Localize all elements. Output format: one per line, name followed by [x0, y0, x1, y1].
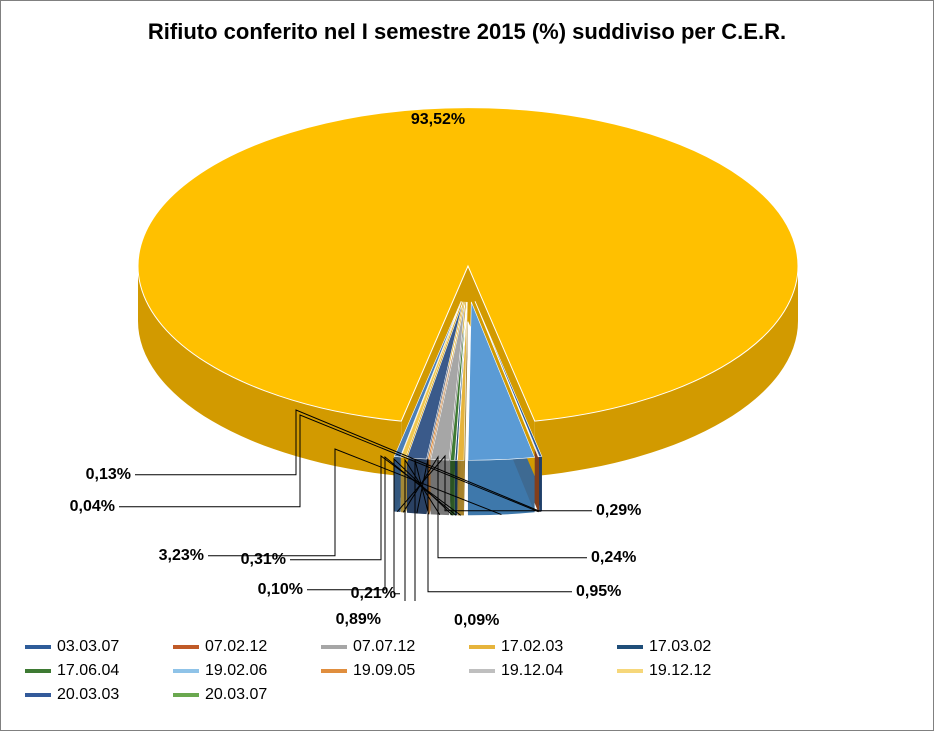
legend-swatch: [617, 645, 643, 649]
legend-item-20-03-07: 20.03.07: [173, 686, 321, 704]
legend-swatch: [321, 645, 347, 649]
pie-area: 0,13%0,04%3,23%0,31%0,10%0,21%0,89%0,09%…: [1, 61, 934, 601]
data-label-20-03-07: 93,52%: [411, 111, 465, 129]
pie-svg: [1, 61, 934, 601]
data-label-20-03-03: 0,29%: [596, 502, 641, 520]
legend-label: 07.02.12: [205, 638, 267, 656]
legend-item-19-12-12: 19.12.12: [617, 662, 765, 680]
legend-swatch: [25, 693, 51, 697]
legend-item-17-06-04: 17.06.04: [25, 662, 173, 680]
legend-item-17-03-02: 17.03.02: [617, 638, 765, 656]
legend: 03.03.07 07.02.12 07.07.12 17.02.03 17.03.02…: [25, 638, 909, 710]
legend-item-07-07-12: 07.07.12: [321, 638, 469, 656]
legend-swatch: [469, 669, 495, 673]
legend-swatch: [469, 645, 495, 649]
legend-swatch: [173, 645, 199, 649]
data-label-19-12-04: 0,95%: [576, 583, 621, 601]
data-label-19-02-06: 0,89%: [336, 611, 381, 629]
legend-label: 03.03.07: [57, 638, 119, 656]
legend-label: 20.03.03: [57, 686, 119, 704]
legend-item-19-02-06: 19.02.06: [173, 662, 321, 680]
legend-item-17-02-03: 17.02.03: [469, 638, 617, 656]
data-label-07-02-12: 0,04%: [70, 498, 115, 516]
legend-swatch: [25, 645, 51, 649]
data-label-19-09-05: 0,09%: [454, 612, 499, 630]
legend-swatch: [321, 669, 347, 673]
legend-label: 19.09.05: [353, 662, 415, 680]
legend-swatch: [173, 693, 199, 697]
legend-label: 19.12.04: [501, 662, 563, 680]
legend-swatch: [617, 669, 643, 673]
legend-item-03-03-07: 03.03.07: [25, 638, 173, 656]
data-label-07-07-12: 3,23%: [159, 547, 204, 565]
legend-label: 19.02.06: [205, 662, 267, 680]
data-label-17-06-04: 0,21%: [351, 585, 396, 603]
data-label-03-03-07: 0,13%: [86, 466, 131, 484]
data-label-17-03-02: 0,10%: [258, 581, 303, 599]
legend-label: 07.07.12: [353, 638, 415, 656]
data-label-19-12-12: 0,24%: [591, 549, 636, 567]
chart-title: Rifiuto conferito nel I semestre 2015 (%…: [1, 19, 933, 45]
legend-item-19-12-04: 19.12.04: [469, 662, 617, 680]
legend-item-20-03-03: 20.03.03: [25, 686, 173, 704]
data-label-17-02-03: 0,31%: [241, 551, 286, 569]
legend-swatch: [25, 669, 51, 673]
legend-item-07-02-12: 07.02.12: [173, 638, 321, 656]
legend-label: 20.03.07: [205, 686, 267, 704]
legend-label: 17.06.04: [57, 662, 119, 680]
legend-label: 17.03.02: [649, 638, 711, 656]
legend-swatch: [173, 669, 199, 673]
legend-item-19-09-05: 19.09.05: [321, 662, 469, 680]
chart-frame: Rifiuto conferito nel I semestre 2015 (%…: [0, 0, 934, 731]
legend-label: 17.02.03: [501, 638, 563, 656]
legend-label: 19.12.12: [649, 662, 711, 680]
